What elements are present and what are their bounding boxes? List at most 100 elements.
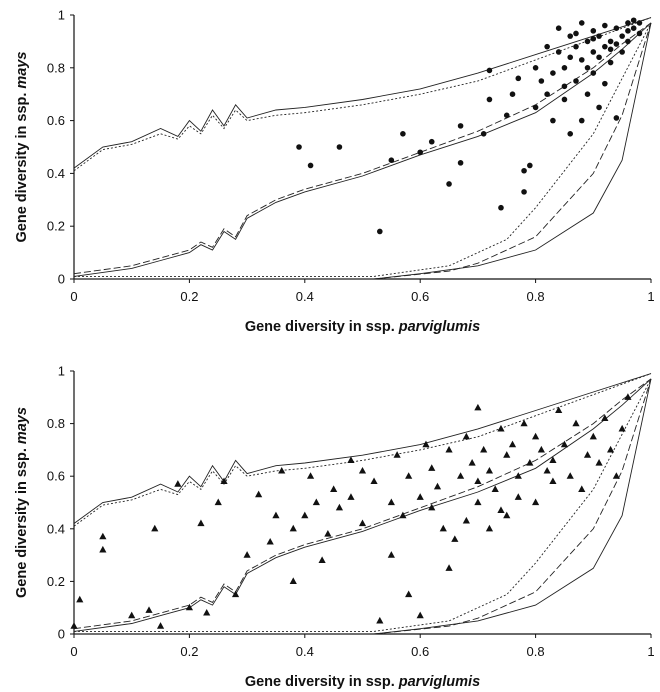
point [377,228,383,235]
point [185,603,193,611]
y-tick-label: 0.8 [47,416,65,431]
point [70,622,78,629]
point [572,419,580,427]
point [561,83,568,90]
envelope-line [74,22,652,280]
point [630,25,637,32]
point [272,511,280,519]
point [457,160,464,166]
envelope-line [74,378,652,635]
x-axis-label: Gene diversity in ssp. parviglumis [245,674,480,690]
point [243,551,251,558]
point [601,414,609,421]
x-tick-label: 0.4 [296,644,314,659]
point [462,432,470,440]
point [583,451,592,458]
point [307,162,314,169]
x-tick-label: 0.2 [180,289,198,304]
y-tick-label: 0 [58,627,65,642]
point [417,149,424,156]
plot: 0 0.2 0.4 0.6 0.8 1 0 0.2 0.4 0.6 0.8 1 Gene diversi… [14,364,655,691]
x-tick-label: 0.6 [411,289,429,304]
point [532,104,539,111]
envelope-line [73,373,652,527]
point [503,511,511,519]
envelope-line [74,22,652,277]
point [312,498,320,506]
y-tick-label: 0.6 [47,113,65,128]
envelope-line [73,378,652,630]
point [388,157,395,163]
point [451,535,459,542]
point [607,46,614,53]
point [335,503,344,511]
point [619,33,625,39]
point [607,445,615,453]
x-tick-label: 0.2 [180,644,198,659]
x-tick-label: 1 [647,289,654,304]
point [400,131,406,137]
point [422,440,430,448]
point [428,503,436,511]
point [301,511,309,519]
envelope-line [73,373,652,524]
point [405,590,413,598]
point [630,17,637,24]
point [474,403,482,411]
point [393,451,401,458]
y-axis-label-italic: mays [14,52,30,89]
point [318,556,326,563]
point [532,498,540,506]
point [255,490,263,498]
point [508,440,517,448]
point [485,524,494,532]
point [590,49,597,55]
point [613,25,620,32]
point [555,25,562,32]
x-axis-label-text: Gene diversity in ssp. [245,674,395,690]
envelope-line [74,378,652,632]
point [624,393,632,400]
point [618,424,626,432]
point [99,532,107,540]
y-tick-label: 0.4 [47,521,65,536]
point [578,20,585,26]
point [555,406,563,414]
point [387,551,395,558]
point [439,524,447,532]
y-tick-label: 0 [58,272,65,287]
point [573,30,579,37]
x-axis-label-italic: parviglumis [398,319,480,335]
point [544,43,550,50]
x-tick-label: 0.4 [296,289,314,304]
point [445,564,453,571]
point [480,131,487,137]
point [156,622,165,629]
point [486,96,493,103]
point [625,28,631,34]
point [197,519,205,527]
point [296,144,302,150]
point [497,424,505,432]
point [203,608,211,616]
point [543,466,551,474]
point [560,440,569,448]
point [474,498,482,506]
point [497,506,505,513]
point [596,54,602,61]
point [387,498,395,506]
point [596,104,602,111]
point [612,472,620,479]
point [491,485,499,492]
point [602,43,608,50]
point [151,524,159,532]
point [602,22,608,29]
point [358,519,367,527]
y-tick-label: 1 [58,8,65,23]
point [567,33,574,39]
envelope-line [73,22,652,277]
point [370,477,378,485]
envelope-line [73,17,652,169]
point [145,606,153,613]
point [278,466,286,474]
